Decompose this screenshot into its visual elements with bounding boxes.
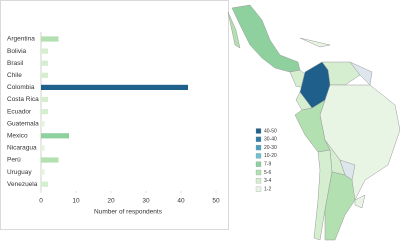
legend-swatch <box>255 161 262 167</box>
legend-label: 7-9 <box>264 162 271 168</box>
y-tick-label: Colombia <box>7 84 35 91</box>
x-tick-label: 50 <box>212 198 220 205</box>
bar <box>41 36 59 42</box>
legend-swatch <box>255 128 262 134</box>
region <box>227 11 241 49</box>
bar <box>41 169 45 175</box>
y-tick-label: Perú <box>7 157 21 164</box>
y-tick-label: Guatemala <box>7 120 39 127</box>
y-tick-label: Argentina <box>7 36 35 43</box>
legend-swatch <box>255 178 262 184</box>
y-tick-label: Nicaragua <box>7 145 37 152</box>
y-tick-label: Uruguay <box>7 169 32 176</box>
x-axis-label: Number of respondents <box>94 209 163 216</box>
y-tick-label: Costa Rica <box>7 96 39 103</box>
y-tick-label: Chile <box>7 72 22 79</box>
bar <box>41 157 59 163</box>
region <box>324 171 356 241</box>
bar <box>41 145 45 151</box>
chart-frame <box>0 0 229 230</box>
bar <box>41 84 188 90</box>
y-tick-label: Venezuela <box>7 181 38 188</box>
legend-swatch <box>255 153 262 159</box>
y-tick-label: Ecuador <box>7 108 32 115</box>
region <box>354 194 366 209</box>
legend-label: 30-40 <box>264 137 277 143</box>
bar <box>41 121 45 127</box>
legend-swatch <box>255 186 262 192</box>
region <box>313 149 333 241</box>
legend-swatch <box>255 136 262 142</box>
region <box>299 37 331 48</box>
bar <box>41 109 48 115</box>
bar <box>41 72 48 78</box>
bar <box>41 48 48 54</box>
x-tick-label: 20 <box>107 198 115 205</box>
legend-label: 10-20 <box>264 153 277 159</box>
legend-label: 3-4 <box>264 178 271 184</box>
x-tick-label: 10 <box>72 198 80 205</box>
legend-swatch <box>255 144 262 151</box>
bar <box>41 133 69 139</box>
y-tick-label: Mexico <box>7 133 28 140</box>
legend-label: 5-6 <box>264 170 271 176</box>
bar <box>41 60 48 66</box>
x-tick-label: 0 <box>39 198 43 205</box>
y-tick-label: Brasil <box>7 60 24 67</box>
x-tick-label: 40 <box>177 198 185 205</box>
region <box>231 4 301 73</box>
legend-label: 20-30 <box>264 145 277 151</box>
map <box>227 4 400 241</box>
bar <box>41 96 48 103</box>
bar <box>41 181 48 187</box>
y-tick-label: Bolivia <box>7 48 27 55</box>
legend-swatch <box>255 169 262 176</box>
x-tick-label: 30 <box>142 198 150 205</box>
region <box>299 61 331 109</box>
legend-label: 40-50 <box>264 128 277 134</box>
legend-label: 1-2 <box>264 186 271 192</box>
